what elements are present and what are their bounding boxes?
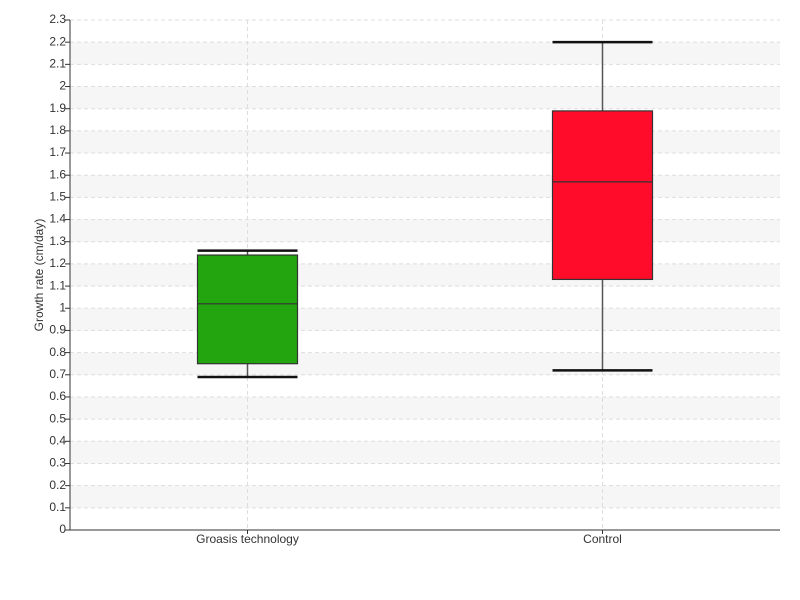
- y-tick-label: 1.4: [49, 212, 66, 226]
- box: [551, 110, 654, 281]
- band: [70, 308, 780, 331]
- y-tick-label: 1.3: [49, 234, 66, 248]
- y-tick-label: 0.3: [49, 456, 66, 470]
- y-tick-label: 0.6: [49, 389, 66, 403]
- band: [70, 175, 780, 198]
- x-tick-label: Control: [583, 532, 622, 546]
- band: [70, 263, 780, 287]
- y-tick-label: 1.7: [49, 145, 66, 159]
- y-tick-label: 1.6: [49, 167, 66, 181]
- y-tick-label: 1.5: [49, 190, 66, 204]
- y-tick-label: 2.2: [49, 34, 66, 48]
- y-tick-label: 0.1: [49, 500, 66, 514]
- y-tick-label: 0.4: [49, 433, 66, 447]
- y-tick-label: 0.9: [49, 323, 66, 337]
- y-axis-label: Growth rate (cm/day): [32, 219, 46, 332]
- y-tick-label: 1.1: [49, 278, 66, 292]
- y-tick-label: 0: [59, 522, 66, 536]
- y-tick-label: 2.1: [49, 57, 66, 71]
- y-tick-label: 1: [59, 300, 66, 314]
- y-tick-label: 2: [59, 79, 66, 93]
- band: [70, 396, 780, 420]
- band: [70, 86, 780, 109]
- band: [70, 219, 780, 242]
- band: [70, 352, 780, 375]
- y-tick-label: 1.9: [49, 101, 66, 115]
- y-tick-label: 0.2: [49, 478, 66, 492]
- band: [70, 42, 780, 65]
- y-tick-label: 2.3: [49, 12, 66, 26]
- y-tick-label: 0.8: [49, 345, 66, 359]
- x-tick-label: Groasis technology: [196, 532, 299, 546]
- y-tick-label: 1.8: [49, 123, 66, 137]
- y-tick-label: 1.2: [49, 256, 66, 270]
- band: [70, 485, 780, 508]
- box: [196, 254, 299, 365]
- y-tick-label: 0.5: [49, 411, 66, 425]
- y-tick-label: 0.7: [49, 367, 66, 381]
- band: [70, 441, 780, 464]
- band: [70, 130, 780, 154]
